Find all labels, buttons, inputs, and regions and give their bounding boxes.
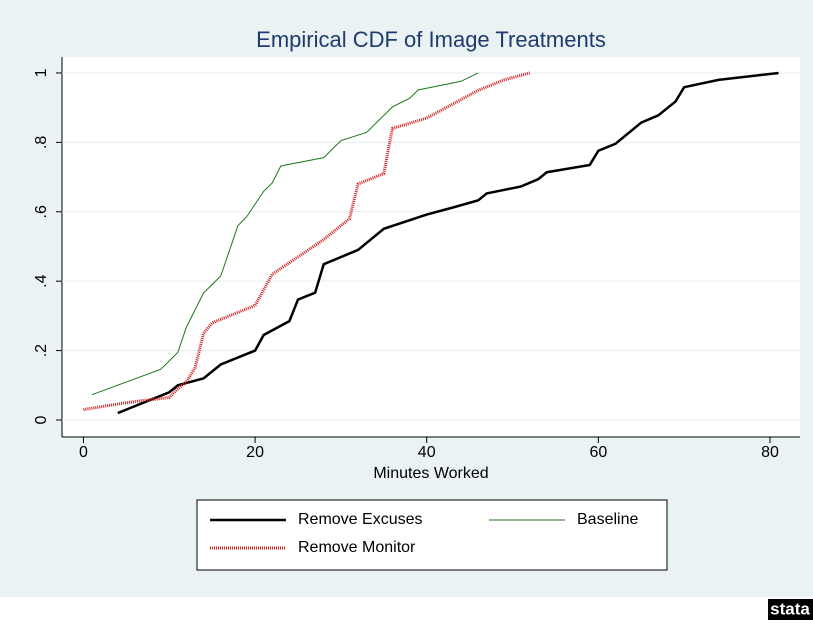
- y-tick-label: .4: [33, 274, 50, 287]
- logo-box: [768, 599, 813, 620]
- legend-label: Remove Monitor: [298, 539, 416, 556]
- y-tick-label: .2: [33, 344, 50, 357]
- series-line: [83, 71, 531, 412]
- series-line: [91, 72, 479, 396]
- legend: [196, 499, 668, 571]
- plot-area: [62, 57, 800, 437]
- y-tick-label: 0: [33, 415, 50, 424]
- x-tick-label: 20: [246, 444, 264, 461]
- x-tick-label: 0: [79, 444, 88, 461]
- x-axis-label: Minutes Worked: [373, 465, 488, 482]
- legend-label: Remove Excuses: [298, 511, 423, 528]
- y-tick-label: .6: [33, 205, 50, 218]
- y-tick-label: .8: [33, 136, 50, 149]
- chart-title: Empirical CDF of Image Treatments: [256, 27, 606, 52]
- y-tick-label: 1: [33, 68, 50, 77]
- x-tick-label: 40: [418, 444, 436, 461]
- logo: stata: [770, 599, 810, 618]
- legend-label: Baseline: [577, 511, 638, 528]
- series-line: [117, 71, 779, 415]
- x-tick-label: 80: [761, 444, 779, 461]
- x-tick-label: 60: [589, 444, 607, 461]
